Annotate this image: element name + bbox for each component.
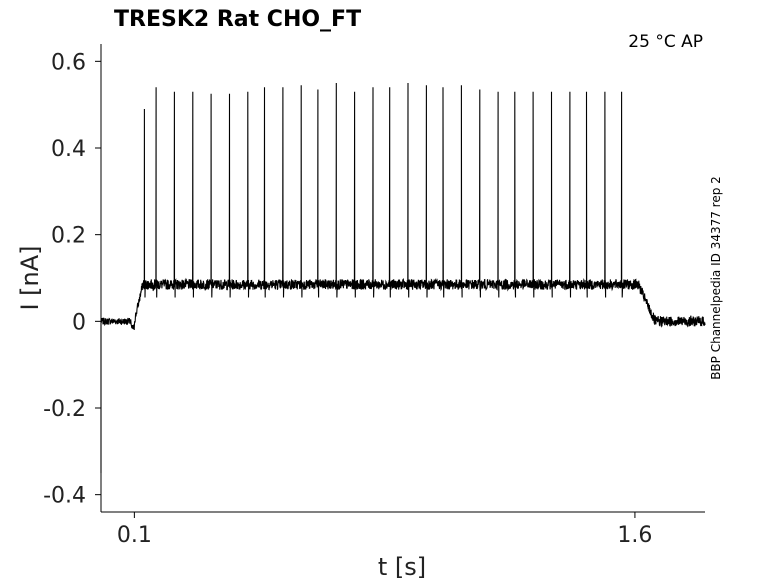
y-tick-label: -0.2 [43,397,86,422]
chart-title: TRESK2 Rat CHO_FT [114,7,361,32]
y-tick-label: 0.6 [51,50,86,75]
current-trace-line [100,82,706,473]
condition-label: 25 °C AP [628,32,703,52]
y-tick-label: 0.4 [51,137,86,162]
channelpedia-id-label: BBP Channelpedia ID 34377 rep 2 [709,176,723,380]
y-axis-label: I [nA] [16,245,44,310]
y-tick-label: 0.2 [51,224,86,249]
x-axis-label: t [s] [378,553,426,581]
y-tick-label: -0.4 [43,484,86,509]
x-tick-label: 0.1 [117,523,152,548]
x-tick-label: 1.6 [617,523,652,548]
y-tick-label: 0 [72,310,86,335]
